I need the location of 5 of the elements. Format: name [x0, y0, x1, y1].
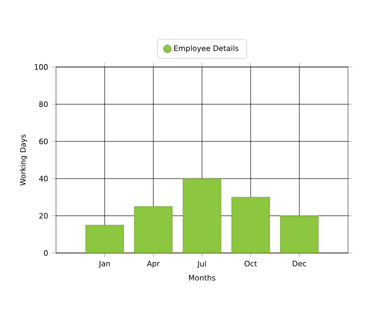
bar [232, 197, 270, 253]
bar [280, 216, 319, 253]
bar [86, 225, 124, 253]
bar [182, 178, 221, 253]
bar [134, 206, 172, 253]
